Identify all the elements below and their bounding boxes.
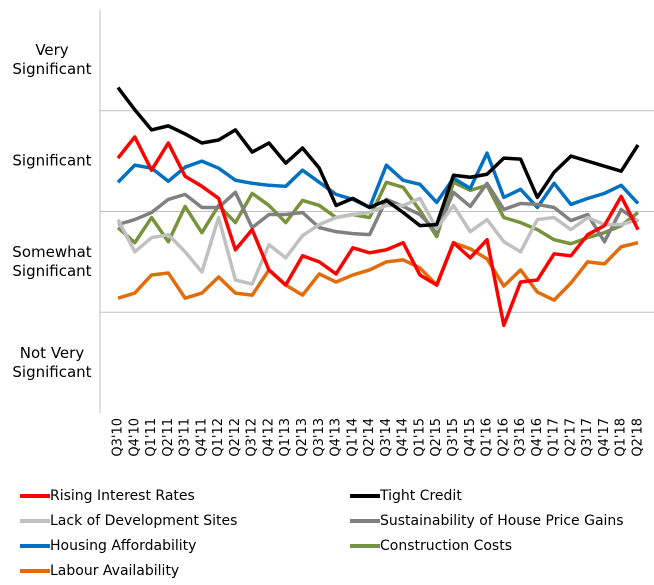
x-tick-label: Q2'12 (228, 418, 243, 457)
x-tick-label: Q4'12 (261, 418, 276, 457)
x-tick-label: Q3'11 (178, 418, 193, 457)
x-tick-label: Q4'11 (194, 418, 209, 457)
x-tick-label: Q4'17 (597, 418, 612, 457)
x-tick-label: Q2'11 (161, 418, 176, 457)
x-tick-label: Q2'17 (563, 418, 578, 457)
legend-label: Tight Credit (379, 488, 462, 504)
x-tick-label: Q1'12 (211, 418, 226, 457)
x-tick-label: Q1'11 (144, 418, 159, 457)
x-tick-label: Q1'18 (614, 418, 629, 457)
x-tick-label: Q1'17 (547, 418, 562, 457)
x-tick-label: Q1'15 (412, 418, 427, 457)
series-line (117, 181, 640, 244)
x-tick-label: Q3'15 (446, 418, 461, 457)
x-tick-label: Q3'16 (513, 418, 528, 457)
legend-label: Housing Affordability (50, 538, 196, 554)
x-tick-label: Q1'13 (278, 418, 293, 457)
x-tick-label: Q4'15 (463, 418, 478, 457)
x-tick-label: Q3'17 (580, 418, 595, 457)
series-line (116, 180, 640, 246)
x-tick-label: Q1'16 (480, 418, 495, 457)
x-tick-label: Q2'16 (496, 418, 511, 457)
x-tick-label: Q4'13 (329, 418, 344, 457)
x-tick-label: Q4'16 (530, 418, 545, 457)
y-band-label: Very Significant (12, 41, 92, 79)
x-tick-label: Q4'10 (127, 418, 142, 457)
x-tick-label: Q1'14 (345, 418, 360, 457)
x-tick-label: Q4'14 (396, 418, 411, 457)
legend-label: Sustainability of House Price Gains (380, 513, 624, 529)
x-tick-label: Q3'14 (379, 418, 394, 457)
y-band-label: Not Very Significant (12, 343, 92, 381)
legend-label: Construction Costs (380, 538, 512, 554)
x-tick-label: Q2'13 (295, 418, 310, 457)
x-tick-label: Q3'10 (111, 418, 126, 457)
x-tick-label: Q3'13 (312, 418, 327, 457)
series-line (116, 196, 639, 286)
series-line (116, 151, 640, 210)
x-tick-label: Q2'14 (362, 418, 377, 457)
series-line (116, 135, 640, 328)
x-tick-label: Q2'15 (429, 418, 444, 457)
x-tick-label: Q3'12 (245, 418, 260, 457)
legend-label: Labour Availability (50, 563, 179, 579)
legend-label: Lack of Development Sites (50, 513, 237, 529)
y-band-label: Significant (12, 151, 92, 170)
legend-label: Rising Interest Rates (50, 488, 195, 504)
x-tick-label: Q2'18 (631, 418, 646, 457)
series-line (116, 86, 640, 228)
y-band-label: Somewhat Significant (12, 242, 92, 280)
series-line (117, 240, 639, 302)
